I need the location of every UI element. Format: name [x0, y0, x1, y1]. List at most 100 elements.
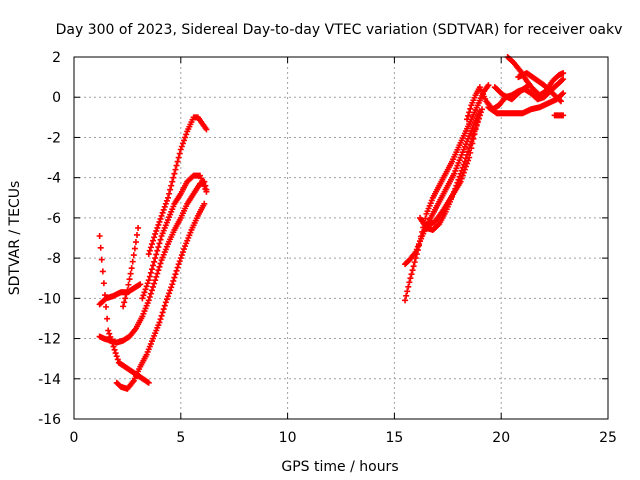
data-point: [471, 131, 478, 138]
data-point: [176, 258, 183, 265]
data-point: [156, 218, 163, 225]
data-point: [477, 109, 484, 116]
data-point: [142, 286, 149, 293]
series-arc-11: [423, 112, 483, 229]
plot-frame: [73, 56, 609, 420]
data-point: [407, 275, 414, 282]
data-point: [112, 350, 119, 357]
data-point: [156, 240, 163, 247]
x-tick-label: 20: [492, 430, 510, 446]
data-point: [152, 277, 159, 284]
data-point: [153, 227, 160, 234]
y-tick-label: -6: [47, 211, 61, 227]
data-point: [179, 140, 186, 147]
data-point: [110, 343, 117, 350]
data-point: [560, 70, 567, 77]
data-point: [122, 295, 129, 302]
data-point: [104, 315, 111, 322]
data-point: [126, 276, 133, 283]
data-point: [410, 263, 417, 270]
data-point: [137, 281, 144, 288]
data-point: [154, 270, 161, 277]
data-point: [145, 251, 152, 258]
data-point: [182, 134, 189, 141]
series-arc-15: [515, 70, 565, 105]
data-point: [558, 98, 565, 105]
data-point: [462, 163, 469, 170]
data-point: [465, 112, 472, 119]
data-point: [459, 172, 466, 179]
y-tick-label: -8: [47, 251, 61, 267]
data-point: [409, 267, 416, 274]
data-point: [559, 91, 566, 98]
data-point: [146, 247, 153, 254]
x-tick-label: 15: [385, 430, 403, 446]
data-point: [147, 244, 154, 251]
series-arc-16: [491, 82, 532, 103]
data-point: [151, 280, 158, 287]
data-point: [411, 259, 418, 266]
grid-lines: [74, 57, 608, 419]
data-point: [183, 131, 190, 138]
data-point: [125, 281, 132, 288]
data-point: [146, 293, 153, 300]
data-point: [159, 309, 166, 316]
data-point: [99, 268, 106, 275]
data-point: [461, 166, 468, 173]
y-tick-labels: -16 -14 -12 -10 -8 -6 -4 -2 0 2: [38, 50, 61, 428]
data-point: [130, 252, 137, 259]
data-point: [139, 295, 146, 302]
data-point: [404, 288, 411, 295]
data-point: [466, 154, 473, 161]
data-point: [466, 109, 473, 116]
data-point: [148, 287, 155, 294]
data-point: [108, 337, 115, 344]
data-point: [457, 178, 464, 185]
data-point: [152, 230, 159, 237]
data-point: [157, 215, 164, 222]
data-point: [167, 186, 174, 193]
x-tick-label: 25: [599, 430, 617, 446]
data-point: [129, 258, 136, 265]
data-point: [153, 251, 160, 258]
data-point: [422, 215, 429, 222]
data-point: [132, 239, 139, 246]
data-point: [464, 160, 471, 167]
series-arc-5: [139, 172, 210, 302]
data-point: [181, 246, 188, 253]
data-point: [460, 169, 467, 176]
x-tick-label: 5: [176, 430, 185, 446]
y-axis-label: SDTVAR / TECUs: [7, 181, 23, 296]
data-point: [157, 260, 164, 267]
data-point: [464, 116, 471, 123]
data-point: [167, 287, 174, 294]
data-point: [147, 269, 154, 276]
data-point: [175, 261, 182, 268]
data-point: [151, 258, 158, 265]
data-point: [485, 82, 492, 89]
data-point: [475, 115, 482, 122]
data-point: [560, 90, 567, 97]
data-point: [177, 146, 184, 153]
data-point: [101, 292, 108, 299]
data-point: [203, 188, 210, 195]
data-point: [560, 112, 567, 119]
data-point: [162, 299, 169, 306]
data-point: [179, 249, 186, 256]
data-point: [103, 303, 110, 310]
data-point: [163, 197, 170, 204]
data-point: [181, 137, 188, 144]
data-point: [114, 356, 121, 363]
x-tick-label: 10: [279, 430, 297, 446]
data-point: [201, 200, 208, 207]
data-point: [154, 224, 161, 231]
data-point: [473, 122, 480, 129]
x-tick-labels: 0 5 10 15 20 25: [70, 430, 617, 446]
data-point: [151, 234, 158, 241]
data-point: [468, 145, 475, 152]
series-arc-3: [113, 200, 208, 392]
data-point: [168, 284, 175, 291]
data-point: [157, 236, 164, 243]
data-point: [472, 126, 479, 133]
